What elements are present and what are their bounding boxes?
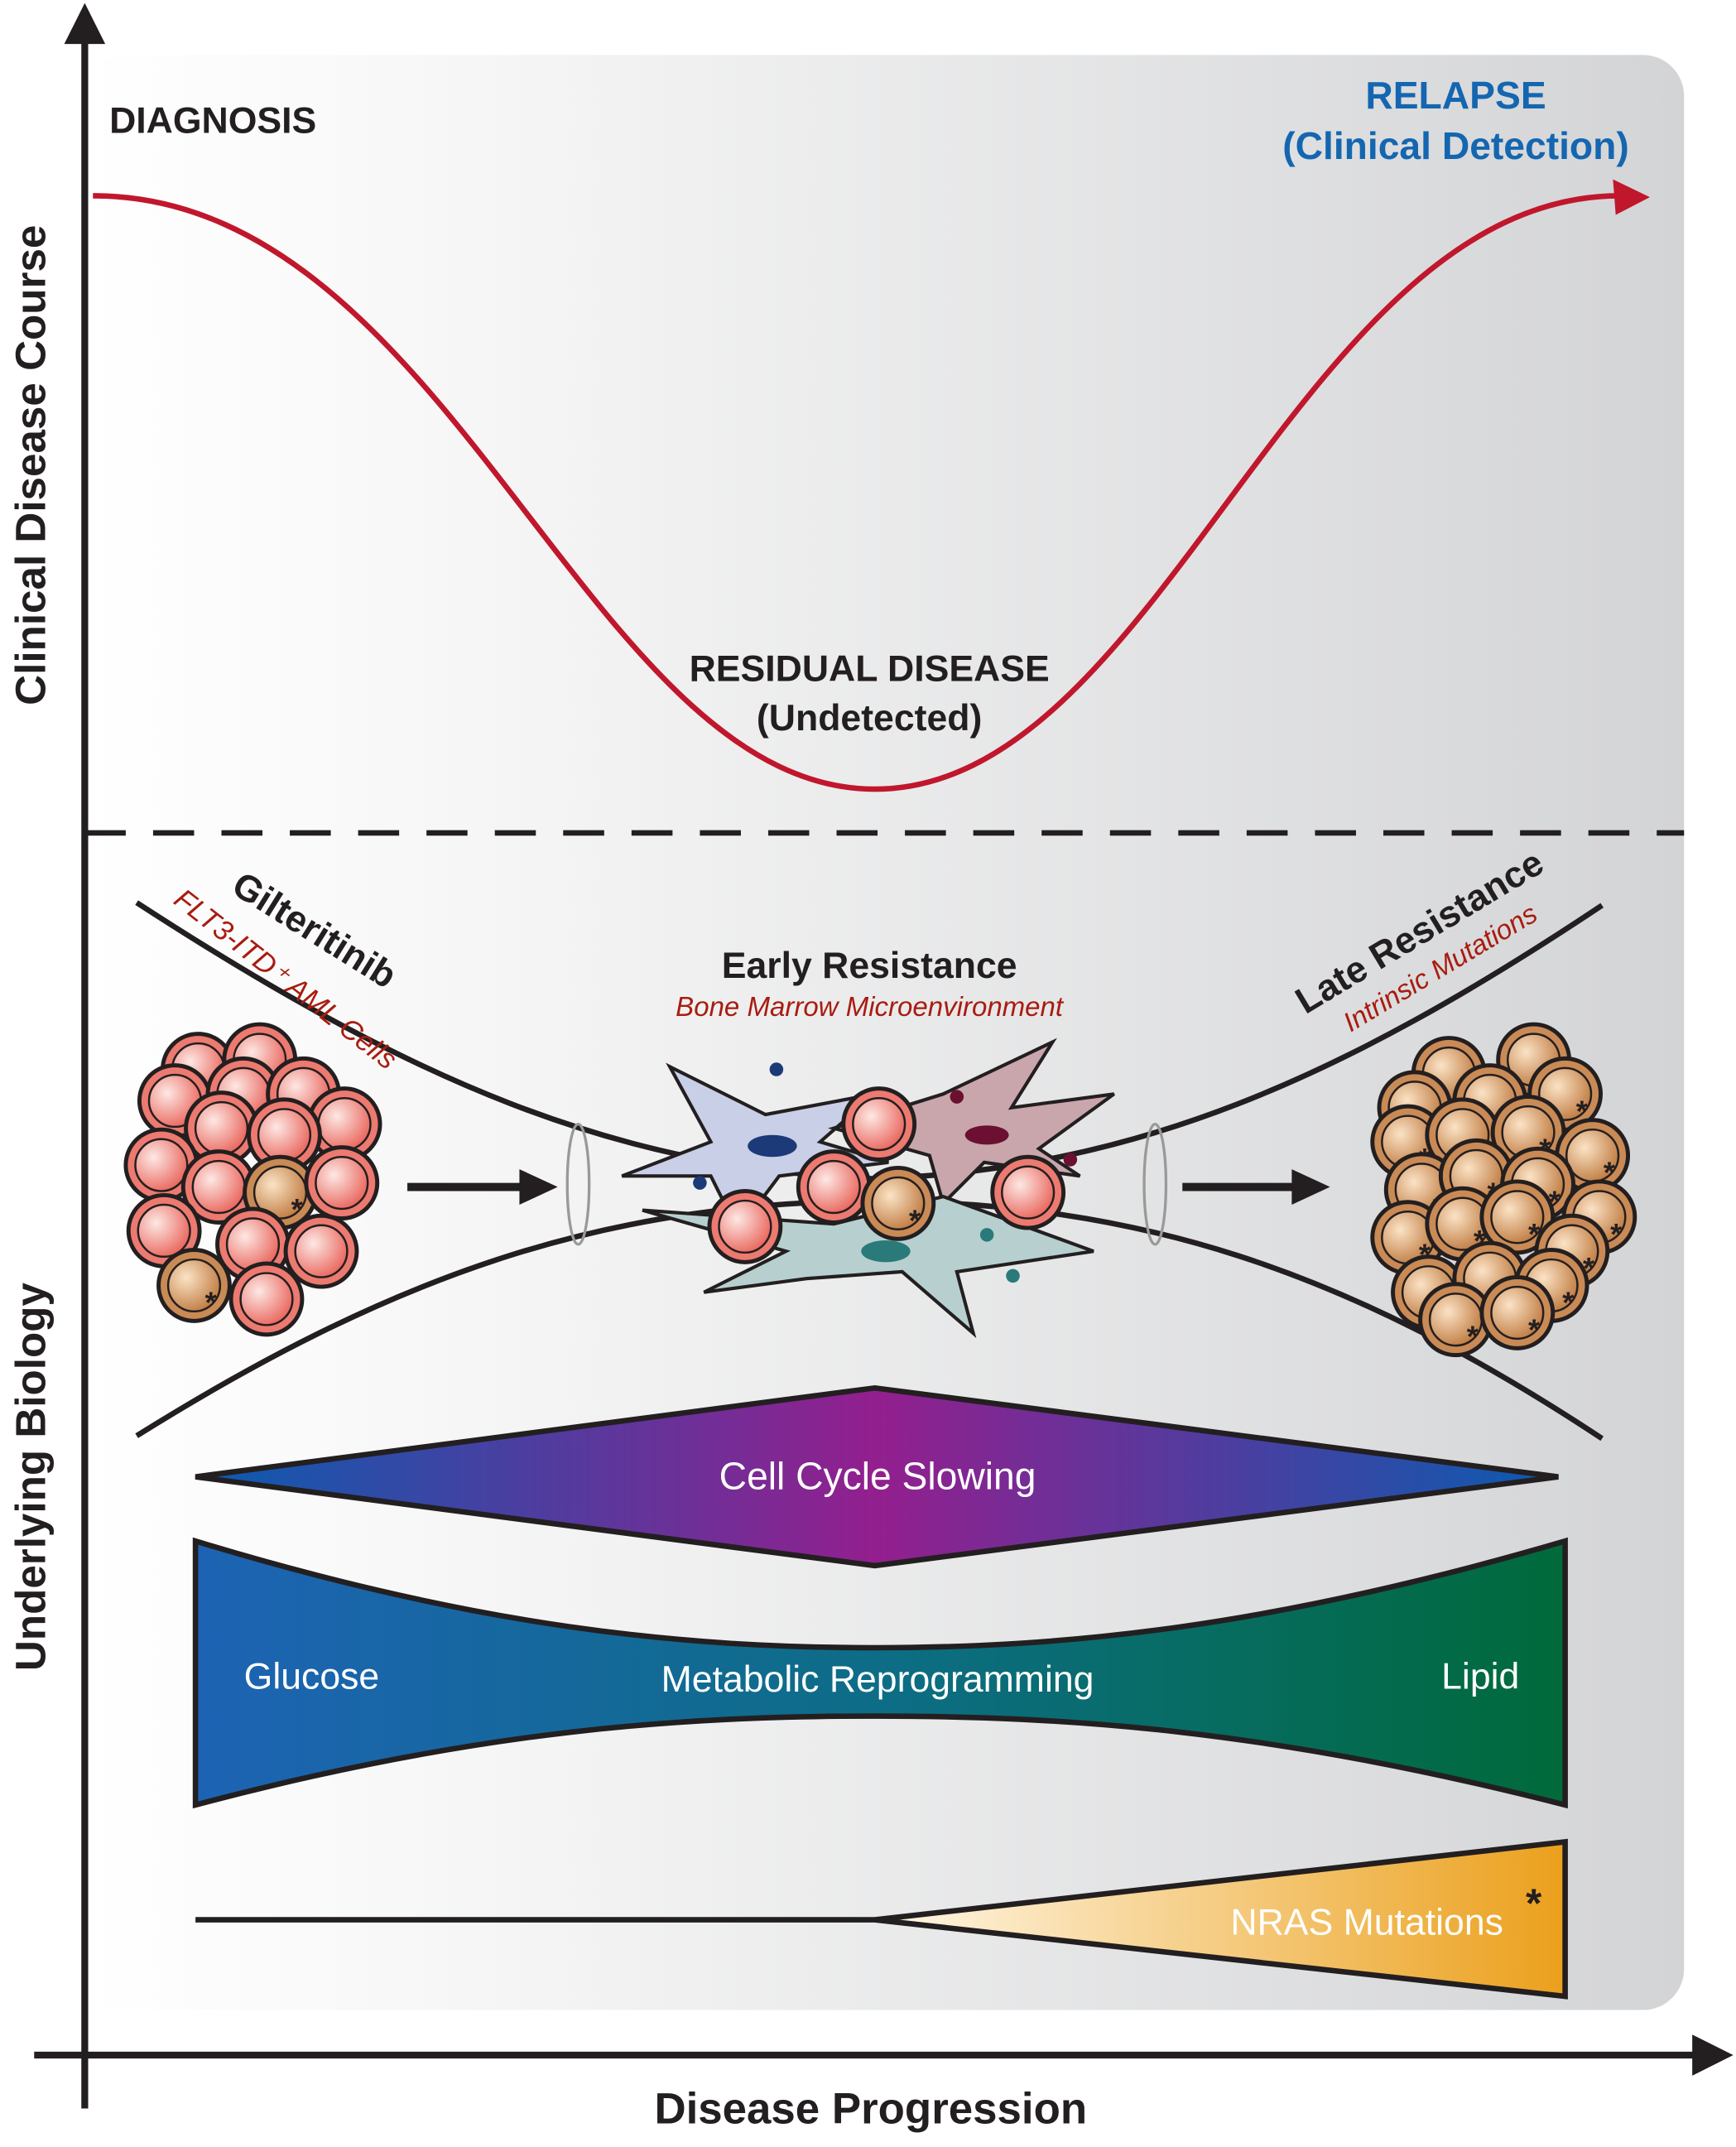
early-resistance-label: Early Resistance [722, 946, 1017, 986]
residual-sub-label: (Undetected) [757, 698, 982, 739]
x-axis-label: Disease Progression [654, 2085, 1087, 2134]
svg-text:*: * [291, 1192, 304, 1226]
svg-text:*: * [1562, 1285, 1575, 1319]
axes [34, 2, 1734, 2109]
relapse-label: RELAPSE [1365, 74, 1546, 117]
arrow-right-icon [1182, 1169, 1330, 1206]
svg-text:*: * [205, 1285, 218, 1319]
nras-label: NRAS Mutations [1230, 1903, 1503, 1943]
aml-cell [283, 1213, 359, 1289]
svg-text:*: * [1467, 1320, 1479, 1354]
nras-band [874, 1838, 1568, 2000]
aml-cell [184, 1090, 259, 1166]
cell-cycle-label: Cell Cycle Slowing [719, 1454, 1036, 1497]
y-axis-bottom-label: Underlying Biology [7, 1283, 54, 1672]
mutant-cell: * [1479, 1275, 1556, 1350]
aml-cell [990, 1154, 1066, 1230]
cell-cycle-band [195, 1384, 1559, 1569]
nucleus [964, 1125, 1009, 1145]
aml-cell-cluster: ** [123, 1022, 382, 1337]
svg-text:*: * [1610, 1217, 1623, 1251]
mutant-cell: * [1418, 1282, 1493, 1358]
stromal-cells: * [621, 1037, 1115, 1339]
mutant-cell-cluster: ********************** [1370, 1022, 1637, 1358]
lipid-label: Lipid [1441, 1657, 1519, 1697]
residual-label: RESIDUAL DISEASE [690, 649, 1050, 690]
nucleus [748, 1134, 797, 1158]
aml-cell [126, 1192, 202, 1268]
mutant-cell: * [860, 1165, 936, 1241]
relapse-sub-label: (Clinical Detection) [1282, 124, 1629, 167]
mutant-cell: * [1479, 1179, 1556, 1255]
aml-cell [707, 1189, 783, 1264]
relapse-arrowhead [1613, 179, 1650, 215]
glucose-label: Glucose [244, 1657, 380, 1697]
aml-cell [796, 1149, 872, 1225]
svg-text:*: * [909, 1203, 921, 1237]
aml-cell [123, 1127, 200, 1203]
disease-course-curve [93, 193, 1620, 792]
bone-marrow-label: Bone Marrow Microenvironment [676, 991, 1065, 1022]
aml-cell [180, 1149, 257, 1225]
funnel-ring-right [1142, 1122, 1168, 1246]
background-shading [84, 55, 1685, 2010]
arrow-right-icon [407, 1169, 558, 1206]
funnel-ring-left [565, 1122, 591, 1246]
mutant-cell: * [156, 1248, 232, 1323]
aml-cell [304, 1145, 380, 1221]
aml-cell [228, 1261, 305, 1337]
mutant-cell: * [1555, 1118, 1631, 1193]
aml-cell [841, 1086, 917, 1163]
nucleus [861, 1240, 911, 1263]
nras-asterisk: * [1526, 1880, 1542, 1926]
metabolic-label: Metabolic Reprogramming [661, 1659, 1094, 1700]
y-axis-top-label: Clinical Disease Course [7, 225, 54, 705]
svg-text:*: * [1528, 1312, 1541, 1346]
mutant-cell: * [1425, 1186, 1501, 1262]
metabolic-band [192, 1537, 1568, 1809]
diagnosis-label: DIAGNOSIS [109, 100, 316, 141]
